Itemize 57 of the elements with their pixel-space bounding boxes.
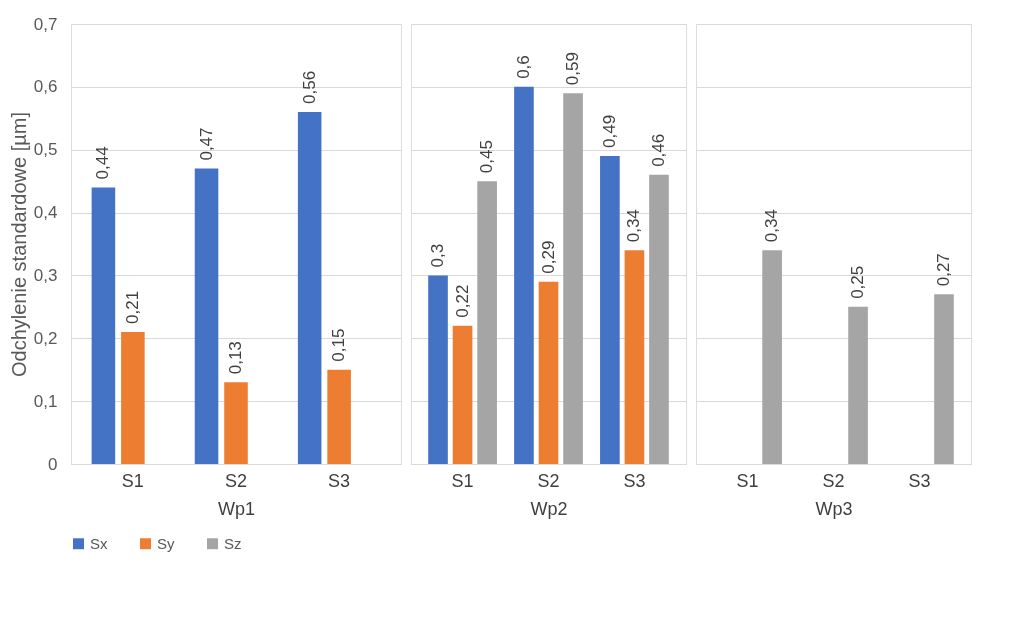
bar [224,382,248,464]
y-tick-label: 0,5 [33,140,58,160]
legend-label: Sx [90,534,108,552]
bar [327,369,351,464]
data-label: 0,44 [93,146,113,180]
x-tick-label: S1 [736,470,759,491]
legend-label: Sz [224,534,242,552]
y-tick-label: 0,1 [33,391,58,411]
bar [428,275,448,464]
data-label: 0,56 [299,70,319,104]
data-label: 0,59 [563,52,583,86]
data-label: 0,34 [624,209,644,243]
data-label: 0,27 [933,253,953,287]
data-label: 0,13 [226,341,245,375]
data-label: 0,21 [122,290,142,324]
data-label: 0,29 [538,240,558,274]
data-label: 0,3 [428,243,448,268]
y-tick-label: 0,3 [33,265,58,285]
bar [297,112,322,464]
y-tick-label: 0,7 [33,14,58,34]
y-tick-label: 0,6 [33,77,58,97]
data-label: 0,34 [762,209,782,243]
bar [121,332,145,464]
bar [194,168,219,464]
bar [600,156,620,464]
data-label: 0,45 [477,140,497,174]
y-axis-title: Odchylenie standardowe [µm] [7,112,30,377]
x-axis-title: Wp2 [530,498,568,519]
data-label: 0,49 [599,114,619,148]
x-tick-label: S2 [822,470,845,491]
bar [91,187,116,464]
data-label: 0,46 [648,133,668,167]
x-axis-title: Wp3 [815,498,853,519]
legend-label: Sy [157,534,175,552]
data-label: 0,15 [329,328,349,362]
x-tick-label: S2 [537,470,560,491]
bar [514,86,534,464]
x-tick-label: S3 [623,470,646,491]
bar [538,281,559,464]
y-tick-label: 0,4 [33,203,58,223]
x-tick-label: S1 [121,470,144,491]
bar [452,325,473,464]
data-label: 0,6 [513,55,533,79]
data-label: 0,47 [196,127,216,161]
y-tick-label: 0,2 [33,328,58,348]
data-label: 0,25 [848,265,868,299]
x-tick-label: S3 [908,470,931,491]
y-tick-label: 0 [48,454,58,474]
x-tick-label: S3 [328,470,351,491]
bar [649,174,669,464]
bar [477,181,497,464]
bar [563,93,583,464]
bar [624,250,645,464]
x-axis-title: Wp1 [217,498,256,519]
x-tick-label: S2 [224,470,248,491]
x-tick-label: S1 [451,470,474,491]
data-label: 0,22 [452,284,472,318]
